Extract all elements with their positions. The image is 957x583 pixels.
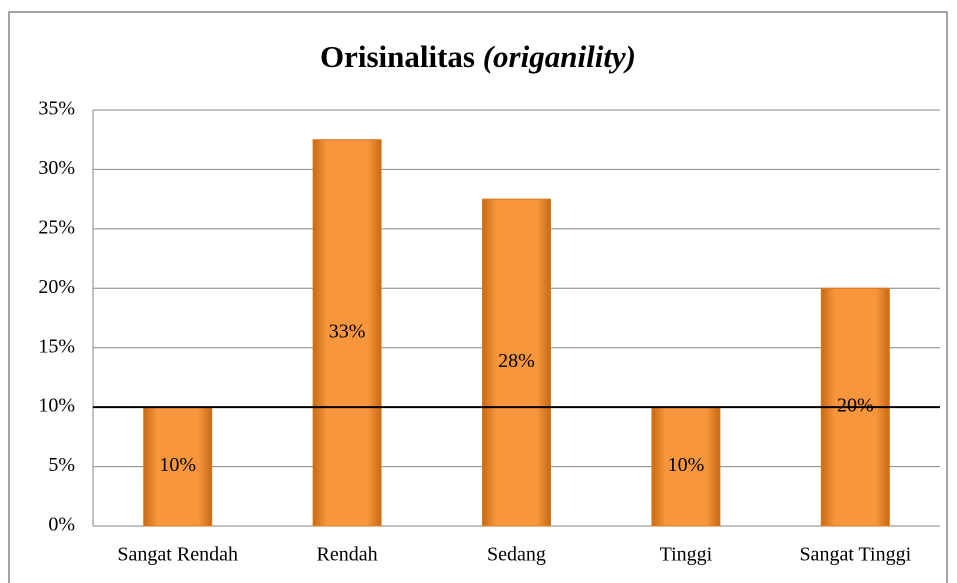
y-tick-label: 35% xyxy=(38,98,75,120)
bar xyxy=(482,198,551,527)
y-tick-label: 20% xyxy=(38,276,75,298)
y-tick-label: 5% xyxy=(48,454,75,476)
y-tick-label: 10% xyxy=(38,395,75,417)
y-tick-label: 15% xyxy=(38,335,75,357)
value-label: 20% xyxy=(837,395,874,417)
y-tick-label: 25% xyxy=(38,216,75,238)
chart-title: Orisinalitas (origanility) xyxy=(320,39,636,74)
bar xyxy=(651,406,721,527)
x-tick-label: Tinggi xyxy=(660,544,713,566)
y-tick-label: 0% xyxy=(48,514,75,536)
x-tick-label: Sangat Rendah xyxy=(117,544,238,566)
bar xyxy=(143,406,213,527)
x-tick-label: Sedang xyxy=(487,544,546,566)
value-label: 33% xyxy=(329,320,366,342)
x-tick-label: Rendah xyxy=(317,544,378,566)
y-tick-label: 30% xyxy=(38,157,75,179)
title-note: (origanility) xyxy=(483,39,636,74)
bar xyxy=(312,139,382,527)
value-label: 10% xyxy=(668,454,705,476)
value-label: 10% xyxy=(159,454,196,476)
x-tick-label: Sangat Tinggi xyxy=(799,544,911,566)
title-main: Orisinalitas xyxy=(320,39,475,74)
value-label: 28% xyxy=(498,350,535,372)
